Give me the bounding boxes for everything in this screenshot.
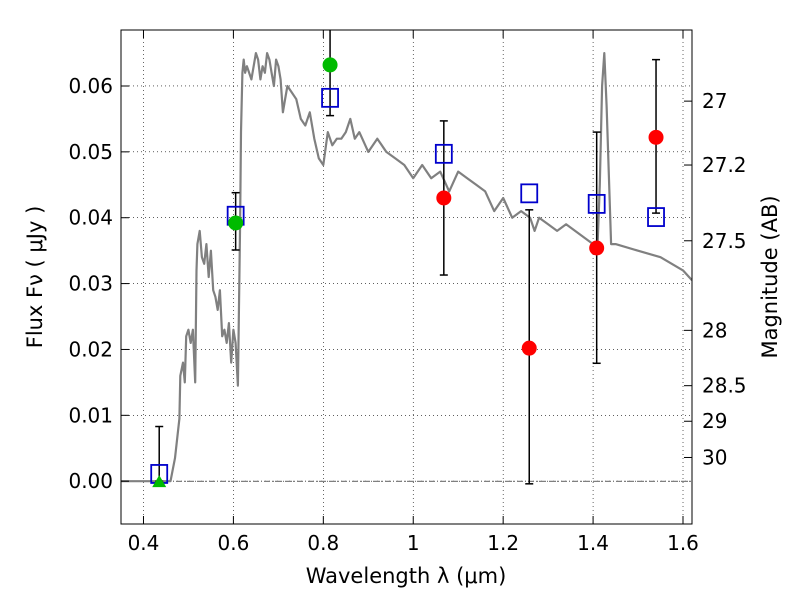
x-axis-label: Wavelength λ (μm) bbox=[306, 564, 507, 588]
detection-point bbox=[228, 215, 244, 231]
x-tick-label: 1 bbox=[407, 531, 420, 555]
model-photometry-point bbox=[647, 207, 665, 227]
y2-axis-label: Magnitude (AB) bbox=[758, 195, 782, 358]
x-tick-label: 1.2 bbox=[487, 531, 519, 555]
y2-tick-label: 28 bbox=[702, 318, 727, 342]
y2-tick-label: 27.5 bbox=[702, 229, 747, 253]
y2-tick-label: 28.5 bbox=[702, 374, 747, 398]
model-photometry-point bbox=[434, 143, 453, 164]
upper-limit-point bbox=[152, 475, 167, 488]
y-tick-label: 0.01 bbox=[68, 403, 113, 427]
model-photometry-point bbox=[587, 193, 606, 214]
y-tick-label: 0.00 bbox=[68, 469, 113, 493]
y2-tick-label: 30 bbox=[702, 445, 727, 469]
y2-tick-label: 27.2 bbox=[702, 153, 747, 177]
model-photometry-point bbox=[520, 183, 539, 204]
low-sn-point bbox=[436, 190, 452, 206]
x-tick-label: 0.8 bbox=[307, 531, 339, 555]
x-tick-label: 0.4 bbox=[128, 531, 160, 555]
detection-point bbox=[322, 57, 338, 73]
x-tick-label: 1.4 bbox=[577, 531, 609, 555]
y-tick-label: 0.04 bbox=[68, 206, 113, 230]
y-axis-label: Flux Fν ( μJy ) bbox=[23, 206, 47, 349]
grid-lines bbox=[121, 30, 692, 524]
x-tick-label: 0.6 bbox=[217, 531, 249, 555]
axes: 0.4 0.6 0.8 1 1.2 1.4 1.6 0.00 0.01 0.02 0.03 0.04 0… bbox=[68, 30, 747, 555]
x-tick-label: 1.6 bbox=[667, 531, 699, 555]
y2-tick-label: 27 bbox=[702, 89, 727, 113]
y2-tick-label: 29 bbox=[702, 409, 727, 433]
low-sn-point bbox=[521, 340, 537, 356]
y-tick-label: 0.06 bbox=[68, 74, 113, 98]
plot-frame bbox=[120, 29, 693, 525]
plot-data bbox=[121, 30, 692, 488]
model-photometry-point bbox=[321, 87, 339, 108]
sed-model-line bbox=[121, 52, 692, 483]
y-tick-label: 0.03 bbox=[68, 272, 113, 296]
y-tick-label: 0.02 bbox=[68, 337, 113, 361]
low-sn-point bbox=[648, 129, 664, 145]
y-tick-label: 0.05 bbox=[68, 140, 113, 164]
low-sn-point bbox=[589, 240, 605, 256]
